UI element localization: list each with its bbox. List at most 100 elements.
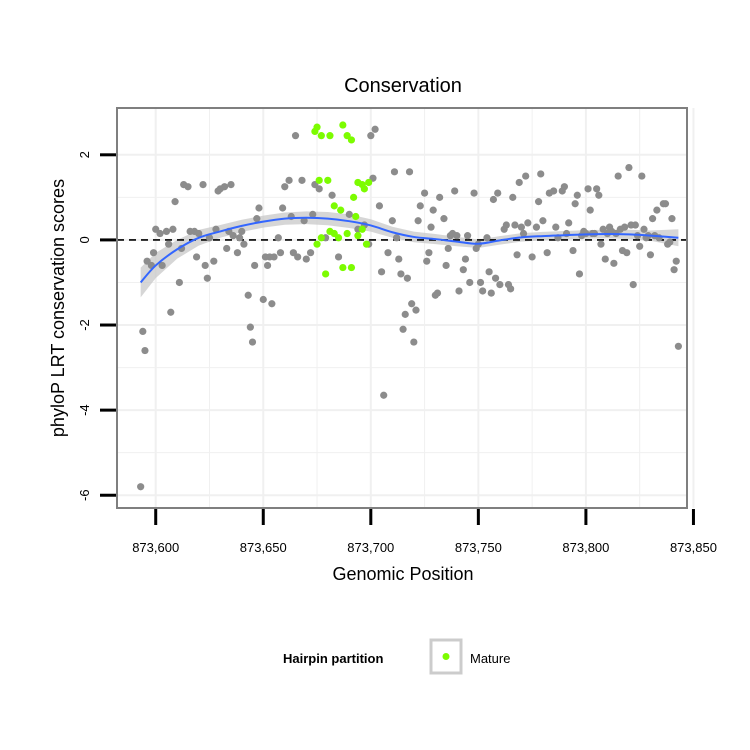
data-point	[552, 223, 560, 231]
data-point	[384, 249, 392, 257]
y-tick-label: -2	[77, 319, 92, 331]
data-point	[532, 223, 541, 231]
data-point	[236, 234, 244, 242]
smooth-curve	[139, 216, 679, 284]
data-point	[416, 202, 424, 210]
data-point	[367, 132, 375, 140]
data-point	[279, 204, 287, 212]
data-point	[483, 234, 491, 242]
data-point	[377, 268, 386, 276]
data-point	[300, 217, 308, 225]
data-point	[199, 180, 207, 189]
data-point	[139, 327, 147, 336]
data-point	[631, 221, 639, 229]
data-point	[420, 189, 429, 197]
y-tick-label: 2	[77, 151, 92, 158]
data-point	[436, 193, 444, 201]
data-point	[259, 295, 267, 304]
data-point	[167, 308, 175, 316]
data-point	[537, 170, 545, 178]
data-point	[240, 240, 248, 248]
mature-data-point	[315, 176, 323, 184]
data-point	[408, 300, 416, 308]
data-point	[227, 180, 235, 189]
y-tick-label: 0	[77, 236, 92, 243]
data-point	[614, 172, 622, 180]
data-point	[539, 217, 547, 225]
data-point	[524, 219, 532, 227]
x-tick-label: 873,750	[455, 540, 502, 555]
data-point	[509, 193, 517, 201]
data-point	[302, 255, 310, 263]
data-point	[464, 232, 472, 240]
data-point	[276, 249, 285, 257]
data-point	[573, 191, 581, 199]
data-point	[629, 280, 637, 289]
data-point	[403, 274, 411, 282]
mature-data-point	[317, 132, 325, 140]
data-point	[195, 229, 203, 238]
data-point	[502, 221, 510, 229]
data-point	[298, 176, 306, 184]
data-point	[621, 223, 629, 231]
data-point	[315, 185, 323, 193]
data-point	[597, 240, 605, 248]
data-point	[670, 266, 678, 274]
data-point	[440, 215, 448, 223]
mature-data-point	[365, 178, 373, 187]
data-point	[294, 253, 302, 261]
legend-title: Hairpin partition	[283, 651, 383, 666]
mature-data-point	[324, 176, 332, 184]
data-point	[397, 270, 405, 278]
data-point	[433, 289, 442, 297]
data-point	[427, 223, 435, 231]
data-point	[517, 223, 525, 231]
data-point	[489, 195, 498, 204]
data-point	[162, 227, 171, 236]
data-point	[507, 285, 515, 293]
data-point	[291, 132, 300, 140]
data-point	[623, 249, 631, 257]
x-tick-label: 873,650	[240, 540, 287, 555]
data-point	[345, 210, 353, 218]
data-point	[444, 244, 452, 253]
data-point	[220, 183, 229, 191]
y-tick-label: -6	[77, 489, 92, 501]
data-point	[571, 200, 579, 208]
data-point	[668, 215, 676, 223]
data-point	[210, 257, 218, 265]
data-point	[253, 215, 261, 223]
data-point	[169, 225, 177, 233]
y-axis-title: phyloP LRT conservation scores	[48, 179, 68, 437]
data-point	[593, 185, 601, 193]
data-point	[270, 253, 278, 261]
data-point	[281, 183, 289, 191]
mature-data-point	[358, 225, 366, 233]
chart-title: Conservation	[344, 75, 462, 97]
data-point	[515, 178, 523, 187]
data-point	[476, 278, 485, 287]
mature-points	[311, 121, 373, 278]
data-point	[610, 259, 618, 267]
data-point	[395, 255, 403, 263]
data-point	[399, 325, 407, 333]
data-point	[461, 255, 470, 263]
data-point	[550, 187, 558, 195]
data-point	[201, 261, 209, 270]
data-point	[255, 204, 263, 212]
data-point	[229, 232, 237, 240]
x-tick-label: 873,800	[562, 540, 609, 555]
mature-data-point	[334, 234, 343, 242]
panel-background	[117, 108, 687, 508]
data-point	[223, 244, 231, 253]
data-point	[451, 187, 459, 195]
data-point	[453, 232, 461, 240]
legend-label-mature: Mature	[470, 651, 510, 666]
data-point	[149, 249, 158, 257]
data-point	[375, 202, 384, 210]
x-tick-label: 873,600	[132, 540, 179, 555]
data-point	[306, 249, 315, 257]
data-point	[263, 261, 272, 270]
data-point	[309, 210, 317, 218]
